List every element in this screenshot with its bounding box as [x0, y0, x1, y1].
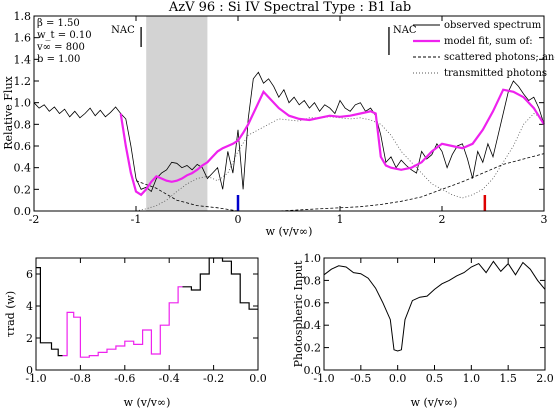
optical-depth-series [36, 257, 258, 358]
plot-frame [33, 15, 545, 212]
optical-depth-step-line [36, 267, 63, 357]
x-tick-label: 3 [541, 213, 548, 226]
y-tick-label: 1.2 [14, 75, 32, 88]
optical-depth-step-line [62, 286, 183, 358]
y-tick-label: 0.4 [14, 162, 32, 175]
x-tick-label: 1 [337, 213, 344, 226]
y-tick-label: 1.0 [14, 97, 32, 110]
photospheric-input-line [323, 260, 546, 352]
y-tick-label: 1.4 [14, 53, 32, 66]
x-axis-label: w (v/v∞) [124, 396, 171, 409]
nac-annotations: NAC NAC [111, 25, 417, 55]
y-tick-label: 4 [26, 300, 33, 313]
nac-label: NAC [393, 25, 417, 36]
x-tick-label: 1.5 [499, 372, 517, 385]
photospheric-series [323, 260, 546, 352]
x-tick-label: -0.6 [114, 372, 135, 385]
optical-depth-plot: -1.0 -0.8 -0.6 -0.4 -0.2 0.0 0 2 4 6 w (v/v∞) τra… [4, 257, 267, 409]
y-tick-label: 0.8 [14, 118, 32, 131]
spectrum-series [33, 71, 545, 212]
y-tick-label: 0.6 [14, 140, 32, 153]
x-axis-label: w (v/v∞) [266, 225, 313, 238]
y-tick-label: 0.8 [304, 274, 322, 287]
x-tick-label: -0.4 [159, 372, 180, 385]
legend-observed-label: observed spectrum [444, 20, 542, 31]
legend-scattered-label: scattered photons; and [444, 52, 555, 63]
param-beta: β = 1.50 [37, 18, 80, 29]
x-tick-label: -0.2 [203, 372, 224, 385]
axis-ticks: -1.0 -0.5 0.0 0.5 1.0 1.5 2.0 0.0 0.2 0.4 0.6 0.8 1.… [304, 252, 554, 385]
x-tick-label: -1.0 [25, 372, 46, 385]
legend-transmitted-label: transmitted photons [444, 68, 547, 79]
photospheric-input-plot: -1.0 -0.5 0.0 0.5 1.0 1.5 2.0 0.0 0.2 0.4 0.6 0.8 1.… [292, 252, 554, 409]
y-tick-label: 2 [26, 332, 33, 345]
x-tick-label: -2 [29, 213, 40, 226]
y-tick-label: 0.4 [304, 319, 322, 332]
x-tick-label: -1.0 [313, 372, 334, 385]
x-tick-label: -0.5 [350, 372, 371, 385]
y-tick-label: 1.6 [14, 32, 32, 45]
axis-ticks: -2 -1 0 1 2 3 0.0 0.2 0.4 0.6 0.8 1.0 1.2 1.4 1.6 1.8 [14, 10, 548, 226]
legend-model-label: model fit, sum of: [444, 36, 533, 47]
model-fit-line [119, 88, 545, 197]
x-tick-label: 2 [439, 213, 446, 226]
param-vinf: v∞ = 800 [36, 42, 85, 53]
y-tick-label: 1.0 [304, 252, 322, 265]
x-tick-label: 0 [235, 213, 242, 226]
observed-spectrum-line [33, 71, 545, 193]
y-axis-label: Relative Flux [2, 75, 15, 149]
scattered-photons-line [135, 153, 545, 212]
y-tick-label: 0.6 [304, 297, 322, 310]
plot-frame [35, 257, 259, 371]
param-wt: w_t = 0.10 [37, 30, 92, 41]
chart-title: AzV 96 : Si IV Spectral Type : B1 Iab [168, 0, 411, 15]
x-tick-label: 1.0 [463, 372, 481, 385]
model-parameters: β = 1.50 w_t = 0.10 v∞ = 800 b = 1.00 [36, 18, 92, 65]
y-tick-label: 6 [26, 268, 33, 281]
x-tick-label: 0.0 [389, 372, 407, 385]
y-axis-label: τrad (w) [4, 291, 17, 337]
y-tick-label: 1.8 [14, 10, 32, 23]
spectrum-plot: -2 -1 0 1 2 3 0.0 0.2 0.4 0.6 0.8 1.0 1.2 1.4 1.6 1.8 A… [2, 0, 555, 238]
plot-frame [323, 257, 546, 371]
x-tick-label: 0.0 [249, 372, 267, 385]
x-axis-label: w (v/v∞) [411, 396, 458, 409]
y-tick-label: 0.2 [304, 342, 322, 355]
x-tick-label: 0.5 [426, 372, 444, 385]
x-tick-label: 2.0 [536, 372, 554, 385]
y-tick-label: 0.0 [14, 205, 32, 218]
y-tick-label: 0.2 [14, 183, 32, 196]
y-tick-label: 0.0 [304, 364, 322, 377]
optical-depth-step-line [182, 257, 258, 310]
param-b: b = 1.00 [37, 54, 80, 65]
y-tick-label: 0 [26, 364, 33, 377]
y-axis-label: Photospheric Input [292, 260, 305, 367]
x-tick-label: -0.8 [70, 372, 91, 385]
legend: observed spectrum model fit, sum of: sca… [413, 20, 555, 79]
nac-label: NAC [111, 25, 135, 36]
axis-ticks: -1.0 -0.8 -0.6 -0.4 -0.2 0.0 0 2 4 6 [25, 258, 267, 385]
x-tick-label: -1 [131, 213, 142, 226]
